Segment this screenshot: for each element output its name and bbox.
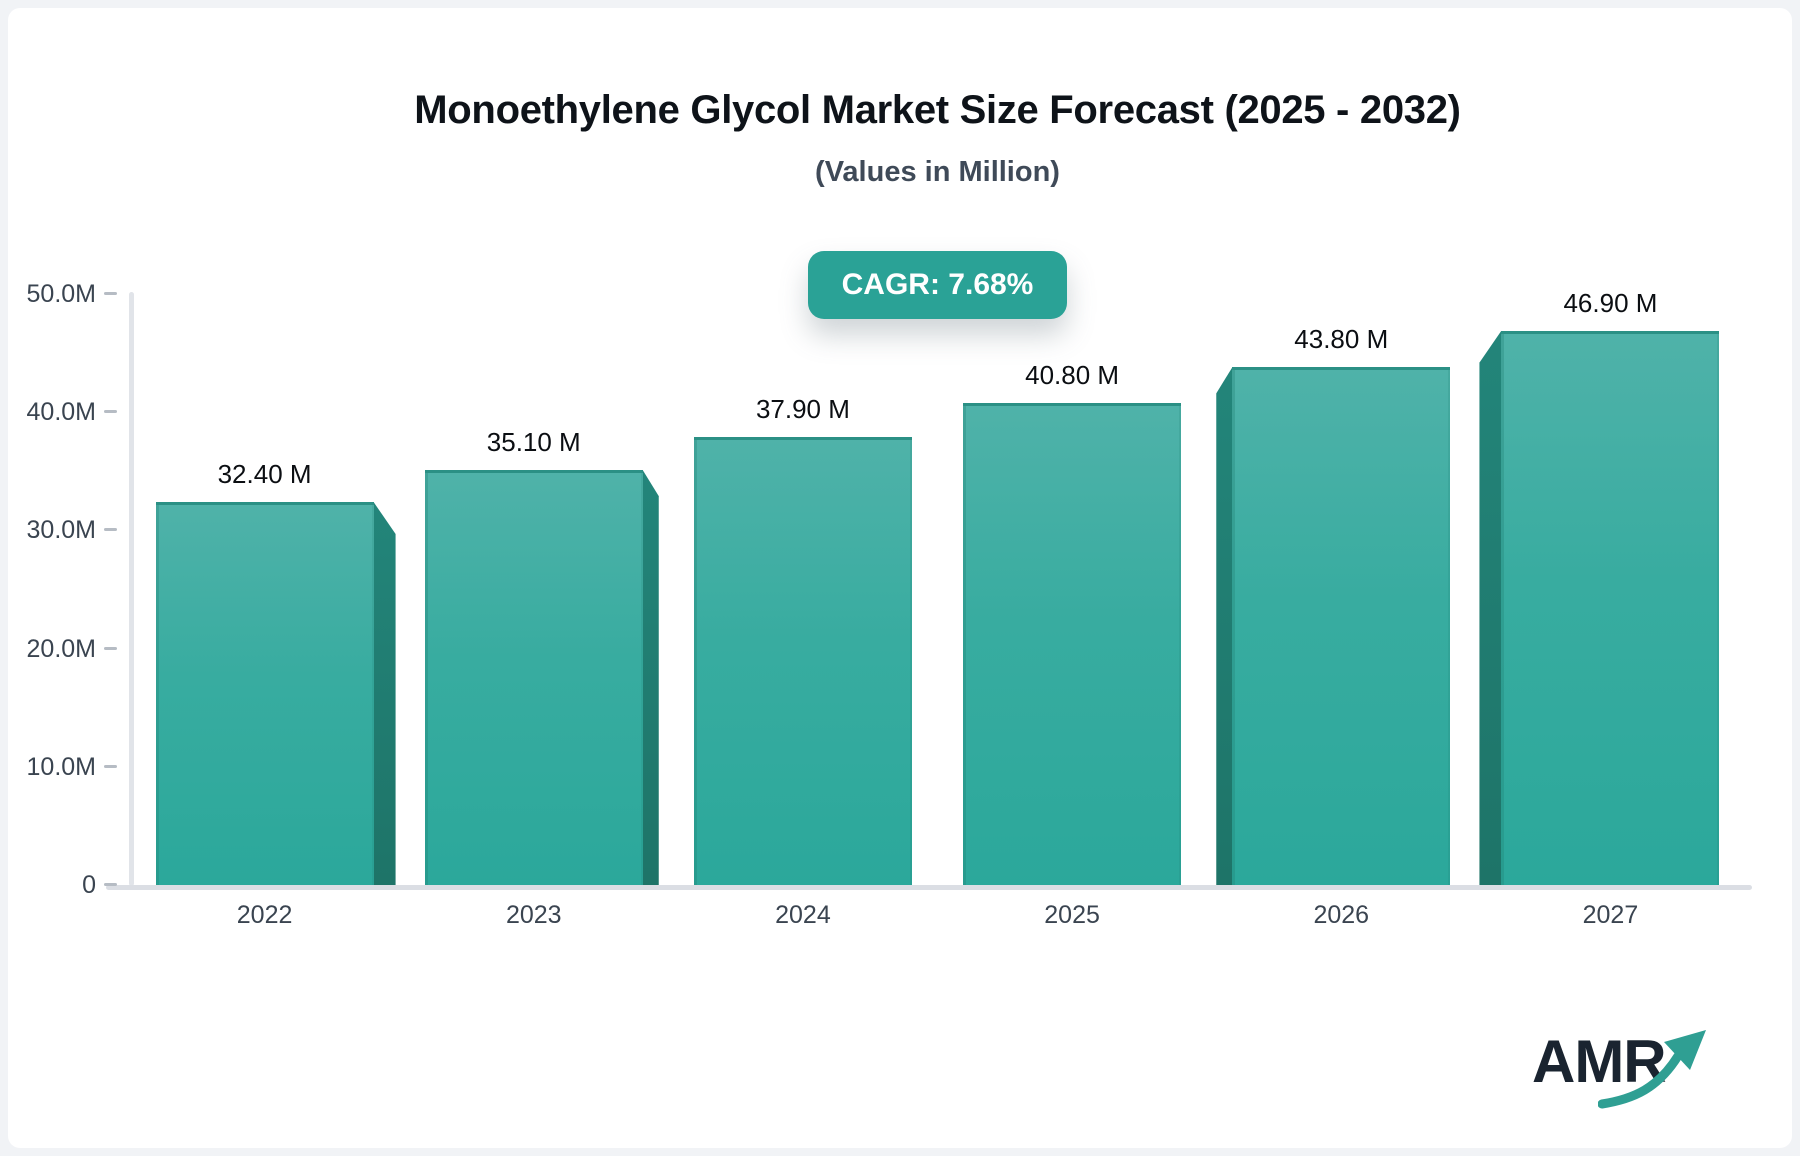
x-axis-label-2024: 2024 [775,901,831,929]
y-axis-tick-label: 40.0M [26,398,96,427]
bar-slot-2024: 37.90 M 2024 [668,294,937,929]
bar-2022 [155,502,396,885]
bar-value-label: 37.90 M [755,394,850,424]
chart-subtitle: (Values in Million) [815,156,1060,188]
bar-2026 [1216,367,1451,885]
y-axis-tick-label: 0 [82,871,96,899]
bar-2024 [693,437,912,885]
x-axis-label-2026: 2026 [1313,901,1370,929]
bar-value-label: 40.80 M [1025,359,1120,390]
bar-value-label: 43.80 M [1294,324,1389,355]
bar-slot-2027: 46.90 M 2027 [1476,288,1745,929]
x-axis-label-2025: 2025 [1044,901,1100,929]
plot-area: 32.40 M 2022 35.10 M 2023 37.90 M 2024 40.80 M… [130,288,1745,929]
bar-value-label: 35.10 M [486,427,581,458]
y-axis-tick-mark [104,646,117,650]
bar-2027 [1479,330,1720,885]
y-axis-tick-label: 50.0M [26,280,96,308]
bar-side-face [1216,367,1233,885]
y-axis-tick-mark [104,292,117,295]
y-axis-tick-mark [104,528,117,532]
y-axis-tick-mark [104,410,117,414]
y-axis-line [129,292,134,886]
x-axis-label-2022: 2022 [236,901,293,929]
y-axis-tick-label: 30.0M [26,516,96,545]
amr-logo-text: AMR [1532,1028,1667,1095]
page-title: Monoethylene Glycol Market Size Forecast… [414,88,1461,132]
growth-arrow-icon [1598,1030,1706,1109]
bar-side-face [373,502,396,885]
bar-value-label: 32.40 M [217,459,312,489]
y-axis-tick-mark [104,883,117,886]
cagr-badge: CAGR: 7.68% [807,251,1068,319]
bar-slot-2023: 35.10 M 2023 [399,294,668,929]
bar-value-label: 46.90 M [1563,287,1658,318]
bar-side-face [642,470,659,885]
x-axis-line [106,885,1752,890]
y-axis-tick-mark [104,764,117,768]
y-axis-tick-label: 20.0M [26,634,96,663]
bar-2023 [424,470,659,885]
cagr-badge-row: CAGR: 7.68% [130,251,1745,319]
bar-slot-2026: 43.80 M 2026 [1207,294,1476,929]
bar-slot-2025: 40.80 M 2025 [938,294,1207,929]
bar-2025 [963,402,1182,885]
x-axis-label-2027: 2027 [1582,901,1639,929]
bar-slot-2022: 32.40 M 2022 [130,294,399,929]
bar-side-face [1479,330,1502,885]
x-axis-label-2023: 2023 [505,901,562,929]
y-axis-tick-label: 10.0M [26,752,96,781]
